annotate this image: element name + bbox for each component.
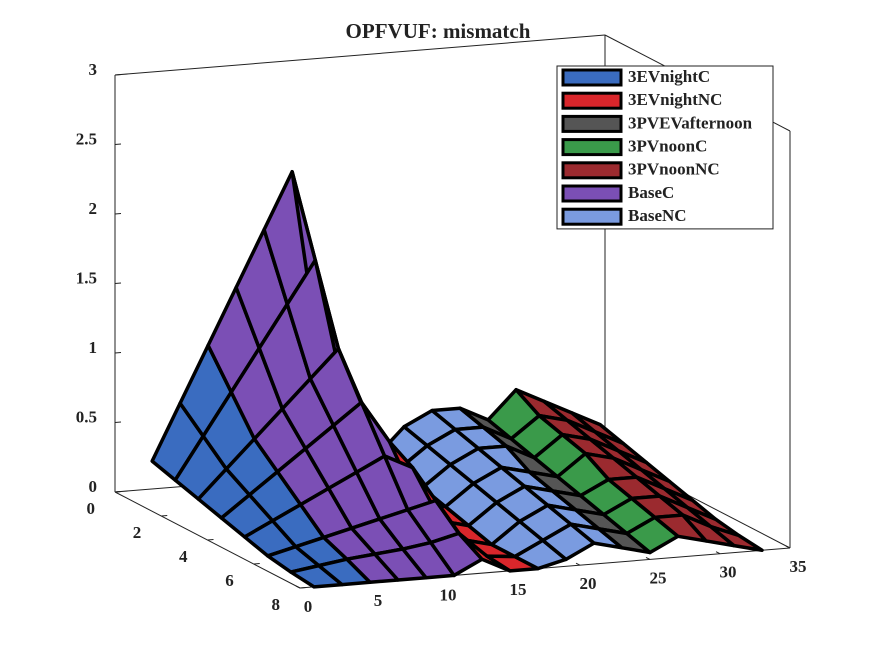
z-tick-label: 1.5 [76, 268, 97, 287]
z-tick [114, 213, 122, 215]
y-tick [299, 587, 307, 589]
legend-swatch [561, 91, 623, 110]
x-tick [785, 545, 791, 549]
legend-label: BaseC [628, 183, 674, 202]
x-tick [295, 585, 301, 589]
legend-swatch [561, 114, 623, 133]
y-tick [114, 491, 122, 493]
x-tick [575, 562, 581, 566]
y-tick [253, 563, 260, 565]
z-tick-label: 0 [89, 477, 98, 496]
chart-title: OPFVUF: mismatch [346, 19, 531, 43]
y-tick-label: 6 [225, 571, 234, 590]
z-tick-label: 1 [89, 338, 98, 357]
legend-swatch [561, 207, 623, 226]
x-tick-label: 0 [304, 597, 313, 616]
x-tick-label: 5 [374, 591, 383, 610]
surface-face [709, 524, 764, 553]
legend: 3EVnightC 3EVnightNC 3PVEVafternoon 3PVnoon… [556, 65, 774, 230]
x-tick-label: 30 [720, 563, 737, 582]
legend-swatch [561, 138, 623, 157]
z-tick-label: 0.5 [76, 407, 97, 426]
z-tick [114, 74, 122, 76]
x-tick-label: 25 [650, 568, 667, 587]
legend-label: 3PVnoonNC [628, 160, 720, 179]
x-tick-label: 35 [790, 557, 807, 576]
legend-label: 3PVEVafternoon [628, 113, 753, 132]
legend-swatch [561, 68, 623, 87]
surface [150, 169, 764, 589]
box-edge [114, 34, 606, 76]
y-tick-label: 4 [179, 547, 188, 566]
z-tick [114, 352, 122, 354]
z-tick-label: 2.5 [76, 129, 97, 148]
legend-swatch [561, 184, 623, 203]
y-tick [207, 539, 214, 541]
y-tick-label: 2 [133, 523, 142, 542]
legend-label: 3PVnoonC [628, 137, 707, 156]
x-tick-label: 20 [580, 574, 597, 593]
z-tick [114, 421, 122, 423]
y-tick-label: 8 [272, 595, 281, 614]
z-tick-label: 2 [89, 199, 98, 218]
x-tick [715, 551, 721, 555]
legend-label: 3EVnightC [628, 67, 710, 86]
z-tick-label: 3 [89, 60, 98, 79]
legend-swatch [561, 161, 623, 180]
legend-label: BaseNC [628, 206, 687, 225]
y-tick [161, 515, 168, 517]
legend-label: 3EVnightNC [628, 90, 722, 109]
x-tick-label: 10 [440, 585, 457, 604]
z-tick [114, 143, 122, 145]
x-tick [645, 556, 651, 560]
y-tick-label: 0 [87, 499, 96, 518]
x-tick-label: 15 [510, 580, 527, 599]
z-tick [114, 282, 122, 284]
